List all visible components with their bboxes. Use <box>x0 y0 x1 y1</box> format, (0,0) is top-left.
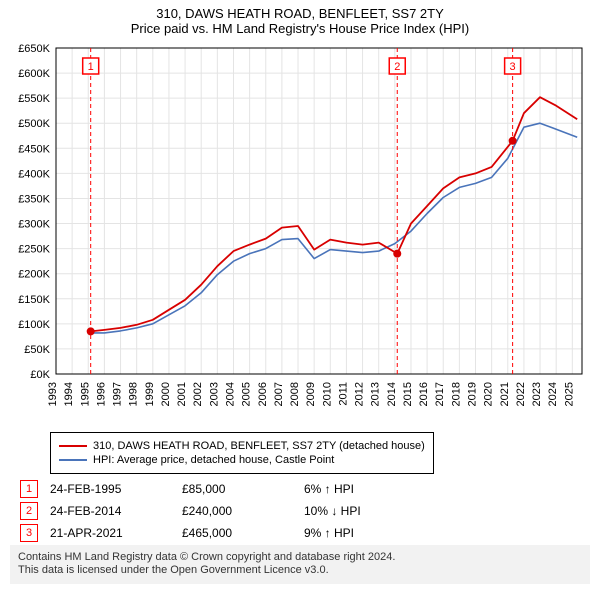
event-row: 1 24-FEB-1995 £85,000 6% ↑ HPI <box>14 478 367 500</box>
event-delta: 9% ↑ HPI <box>298 522 367 544</box>
event-marker-icon: 2 <box>20 502 38 520</box>
event-marker-icon: 3 <box>20 524 38 542</box>
event-row: 2 24-FEB-2014 £240,000 10% ↓ HPI <box>14 500 367 522</box>
event-delta: 10% ↓ HPI <box>298 500 367 522</box>
svg-text:2025: 2025 <box>563 382 575 406</box>
svg-text:2019: 2019 <box>467 382 479 406</box>
svg-text:£350K: £350K <box>18 193 50 205</box>
svg-text:£650K: £650K <box>18 44 50 55</box>
svg-text:£150K: £150K <box>18 294 50 306</box>
footer-line: Contains HM Land Registry data © Crown c… <box>18 551 582 565</box>
svg-text:2007: 2007 <box>273 382 285 406</box>
event-marker-icon: 1 <box>20 480 38 498</box>
svg-text:1998: 1998 <box>128 382 140 406</box>
legend-swatch <box>59 445 87 447</box>
svg-text:1994: 1994 <box>63 382 75 406</box>
svg-text:£550K: £550K <box>18 93 50 105</box>
svg-text:2004: 2004 <box>224 382 236 406</box>
legend-label: 310, DAWS HEATH ROAD, BENFLEET, SS7 2TY … <box>93 439 425 453</box>
svg-text:1997: 1997 <box>112 382 124 406</box>
legend-swatch <box>59 459 87 461</box>
svg-text:£500K: £500K <box>18 118 50 130</box>
svg-text:2020: 2020 <box>483 382 495 406</box>
svg-text:1: 1 <box>88 61 94 73</box>
event-table: 1 24-FEB-1995 £85,000 6% ↑ HPI 2 24-FEB-… <box>14 478 367 544</box>
svg-text:2000: 2000 <box>160 382 172 406</box>
svg-text:1995: 1995 <box>79 382 91 406</box>
svg-text:2018: 2018 <box>450 382 462 406</box>
svg-text:2002: 2002 <box>192 382 204 406</box>
svg-text:£600K: £600K <box>18 68 50 80</box>
event-date: 24-FEB-1995 <box>44 478 176 500</box>
svg-text:2005: 2005 <box>241 382 253 406</box>
svg-text:1993: 1993 <box>47 382 59 406</box>
event-price: £85,000 <box>176 478 298 500</box>
svg-text:2011: 2011 <box>337 382 349 406</box>
svg-text:2013: 2013 <box>370 382 382 406</box>
svg-text:£400K: £400K <box>18 168 50 180</box>
event-date: 24-FEB-2014 <box>44 500 176 522</box>
event-date: 21-APR-2021 <box>44 522 176 544</box>
svg-text:£100K: £100K <box>18 319 50 331</box>
svg-text:£0K: £0K <box>30 369 50 381</box>
svg-text:2008: 2008 <box>289 382 301 406</box>
svg-text:£50K: £50K <box>24 344 50 356</box>
svg-text:2017: 2017 <box>434 382 446 406</box>
svg-text:1996: 1996 <box>95 382 107 406</box>
event-row: 3 21-APR-2021 £465,000 9% ↑ HPI <box>14 522 367 544</box>
svg-text:2: 2 <box>394 61 400 73</box>
svg-text:3: 3 <box>510 61 516 73</box>
page-subtitle: Price paid vs. HM Land Registry's House … <box>0 21 600 40</box>
svg-text:2014: 2014 <box>386 382 398 406</box>
svg-text:2009: 2009 <box>305 382 317 406</box>
svg-text:2015: 2015 <box>402 382 414 406</box>
svg-text:2001: 2001 <box>176 382 188 406</box>
page-title: 310, DAWS HEATH ROAD, BENFLEET, SS7 2TY <box>0 0 600 21</box>
svg-text:1999: 1999 <box>144 382 156 406</box>
legend-item: 310, DAWS HEATH ROAD, BENFLEET, SS7 2TY … <box>59 439 425 453</box>
footer-note: Contains HM Land Registry data © Crown c… <box>10 545 590 585</box>
svg-text:2003: 2003 <box>208 382 220 406</box>
svg-text:£200K: £200K <box>18 269 50 281</box>
svg-text:2022: 2022 <box>515 382 527 406</box>
svg-text:2010: 2010 <box>321 382 333 406</box>
price-chart: £0K £50K £100K £150K £200K £250K £300K £350K £40… <box>10 44 590 424</box>
legend-item: HPI: Average price, detached house, Cast… <box>59 453 425 467</box>
event-price: £240,000 <box>176 500 298 522</box>
footer-line: This data is licensed under the Open Gov… <box>18 564 582 578</box>
svg-text:2023: 2023 <box>531 382 543 406</box>
event-delta: 6% ↑ HPI <box>298 478 367 500</box>
svg-text:2021: 2021 <box>499 382 511 406</box>
legend-label: HPI: Average price, detached house, Cast… <box>93 453 334 467</box>
svg-text:£250K: £250K <box>18 244 50 256</box>
svg-text:£450K: £450K <box>18 143 50 155</box>
svg-text:2016: 2016 <box>418 382 430 406</box>
svg-text:£300K: £300K <box>18 219 50 231</box>
svg-text:2006: 2006 <box>257 382 269 406</box>
event-price: £465,000 <box>176 522 298 544</box>
svg-text:2012: 2012 <box>354 382 366 406</box>
svg-text:2024: 2024 <box>547 382 559 406</box>
legend: 310, DAWS HEATH ROAD, BENFLEET, SS7 2TY … <box>50 432 434 474</box>
